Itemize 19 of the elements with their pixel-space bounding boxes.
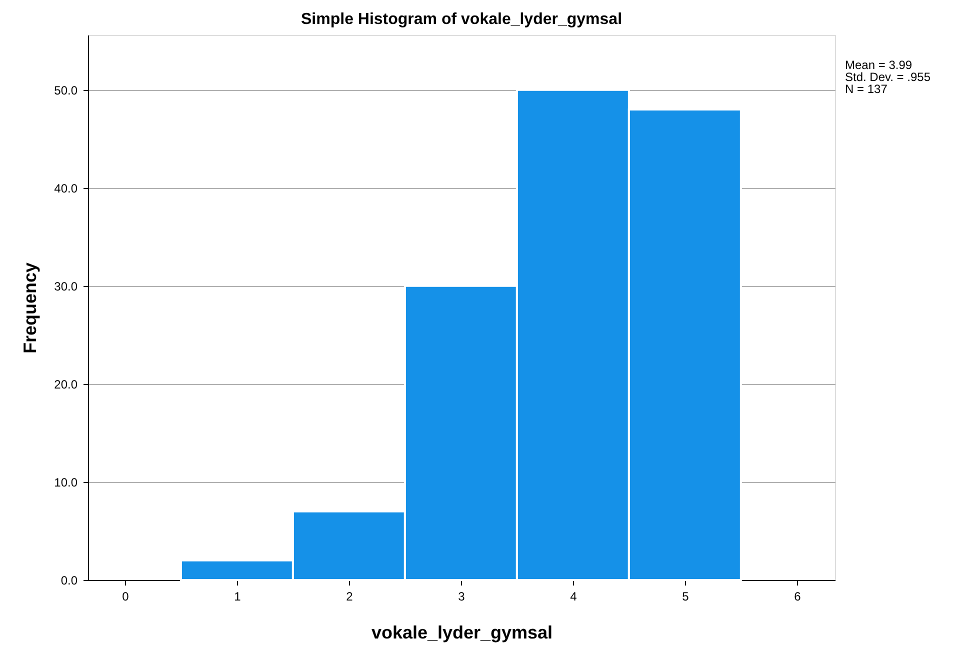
x-tick-label: 6 [794, 590, 802, 604]
x-tick-label: 5 [682, 590, 690, 604]
y-tick-label: 0.0 [60, 574, 78, 588]
text: N = 137 [845, 82, 888, 96]
y-axis-title: Frequency [20, 262, 40, 354]
y-tick-label: 40.0 [54, 181, 78, 196]
chart-title: Simple Histogram of vokale_lyder_gymsal [300, 11, 622, 28]
y-tick-label: 50.0 [54, 83, 78, 98]
x-tick-label: 4 [570, 590, 578, 604]
y-tick-label: 30.0 [54, 279, 78, 294]
text: Std. Dev. = .955 [845, 70, 931, 84]
x-tick-label: 3 [458, 590, 466, 604]
x-tick-label: 0 [122, 590, 130, 604]
text: Mean = 3.99 [845, 58, 912, 72]
y-tick-label: 20.0 [54, 377, 78, 392]
y-tick-label: 10.0 [54, 475, 78, 490]
x-axis-title: vokale_lyder_gymsal [371, 622, 553, 642]
x-tick-label: 2 [346, 590, 354, 604]
x-tick-label: 1 [234, 590, 242, 604]
